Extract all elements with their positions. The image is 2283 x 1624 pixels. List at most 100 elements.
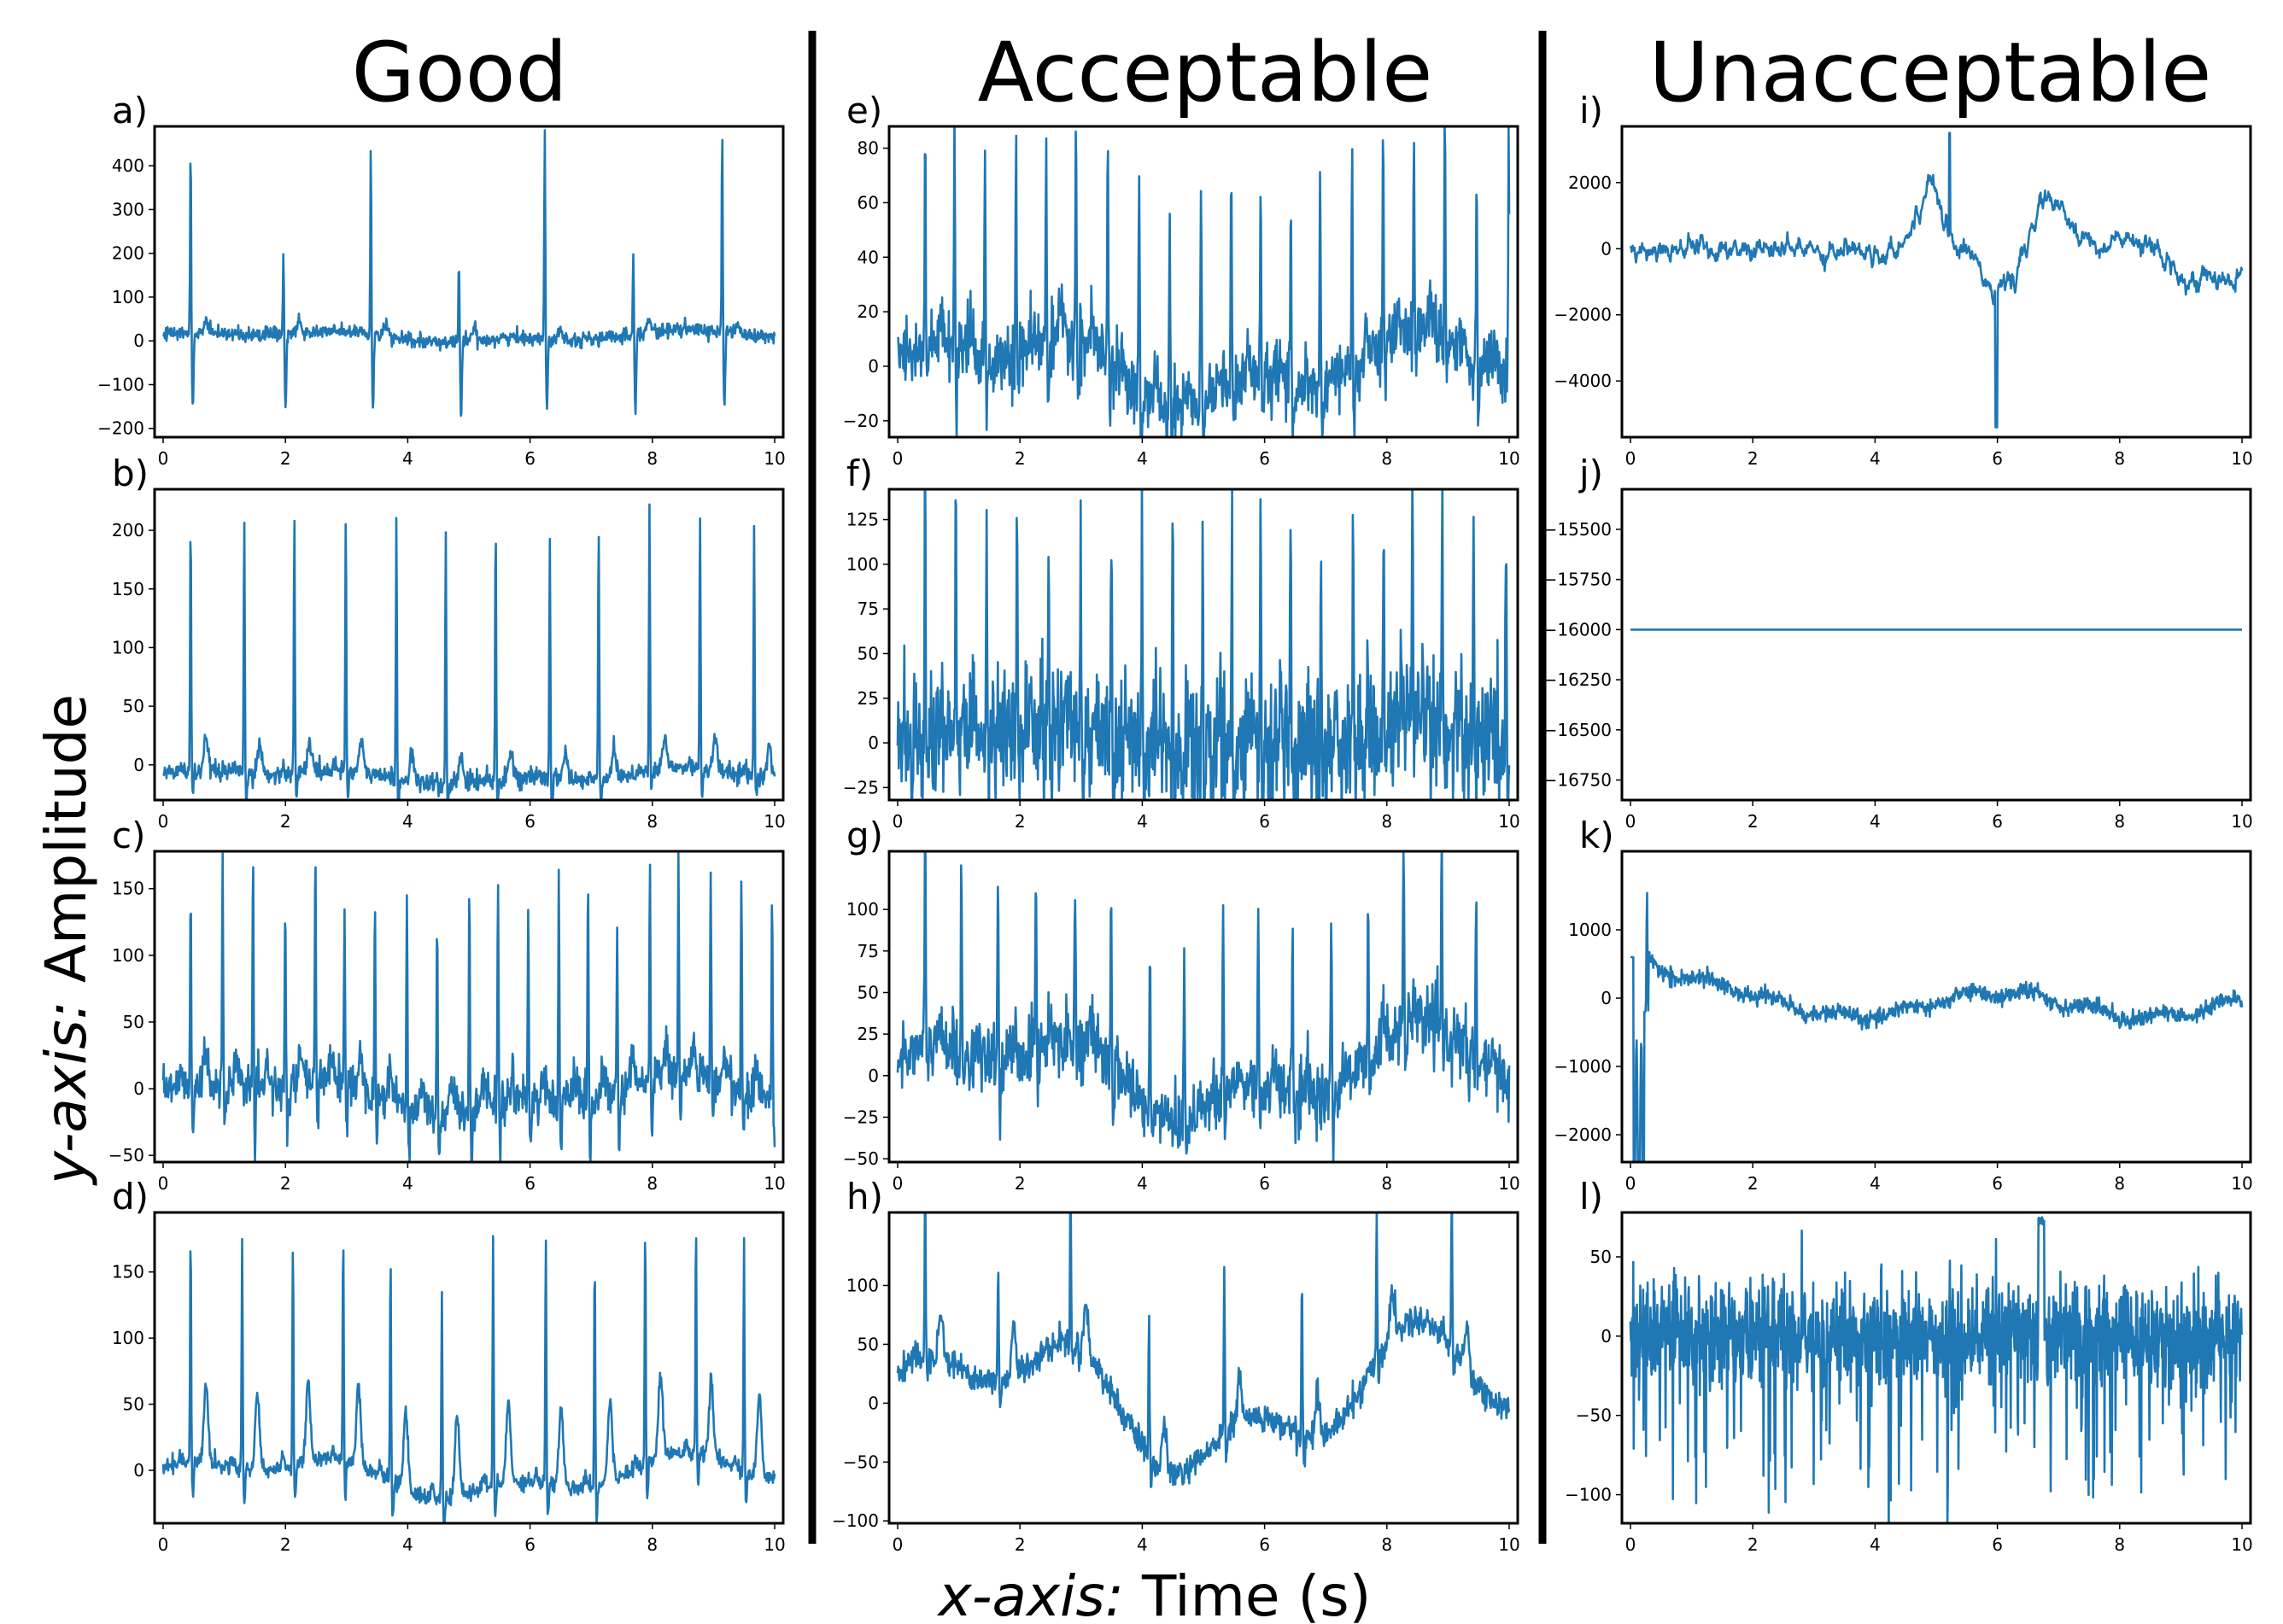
y-tick-label-c: 50 (123, 1012, 144, 1032)
x-tick-label-c: 6 (524, 1173, 536, 1194)
panel-frame-l (1620, 1211, 2252, 1525)
x-tick-label-d: 8 (647, 1534, 658, 1555)
x-tick-label-l: 8 (2114, 1534, 2125, 1555)
series-line-f (896, 489, 1511, 800)
y-tick-label-a: 400 (112, 155, 144, 176)
y-tick-label-h: 100 (846, 1275, 879, 1295)
x-tick-label-i: 0 (1625, 448, 1636, 469)
x-tick-label-e: 10 (1498, 448, 1519, 469)
y-tick-label-g: −50 (843, 1148, 879, 1169)
x-tick-label-j: 8 (2114, 811, 2125, 832)
x-tick-label-d: 0 (158, 1534, 169, 1555)
y-tick-label-d: 100 (112, 1328, 144, 1348)
y-tick-label-f: 50 (858, 643, 879, 663)
x-tick-label-d: 4 (402, 1534, 413, 1555)
x-tick-label-e: 0 (893, 448, 904, 469)
x-tick-label-a: 4 (402, 448, 413, 469)
x-tick-label-j: 0 (1625, 811, 1636, 832)
x-tick-label-b: 4 (402, 811, 413, 832)
y-tick-label-f: −25 (843, 777, 879, 797)
panel-frame-c (153, 850, 785, 1164)
x-tick-label-l: 10 (2231, 1534, 2252, 1555)
x-tick-label-k: 8 (2114, 1173, 2125, 1194)
series-line-c (161, 851, 776, 1162)
series-line-k (1630, 891, 2244, 1162)
y-tick-label-a: 0 (133, 330, 144, 351)
x-tick-label-j: 4 (1870, 811, 1881, 832)
y-tick-label-d: 150 (112, 1262, 144, 1282)
x-tick-label-l: 6 (1992, 1534, 2003, 1555)
column-title-good: Good (352, 25, 568, 120)
x-tick-label-c: 2 (280, 1173, 291, 1194)
y-tick-label-l: −50 (1576, 1405, 1612, 1426)
panel-frame-k (1620, 850, 2252, 1164)
x-tick-label-i: 10 (2231, 448, 2252, 469)
y-tick-label-b: 100 (112, 637, 144, 657)
series-line-l (1629, 1216, 2244, 1523)
panel-g: g) 0 2 4 6 8 10 −50 −25 0 25 50 75 100 (843, 815, 1520, 1194)
series-line-g (896, 851, 1511, 1162)
series-line-b (162, 503, 776, 800)
panel-frame-e (887, 125, 1519, 439)
x-tick-label-k: 4 (1870, 1173, 1881, 1194)
x-tick-label-h: 6 (1259, 1534, 1270, 1555)
y-tick-label-g: 0 (868, 1066, 879, 1086)
x-axis-label-space (1124, 1563, 1142, 1624)
x-tick-label-a: 8 (647, 448, 658, 469)
panel-label-l: l) (1579, 1176, 1603, 1218)
x-tick-label-h: 2 (1015, 1534, 1026, 1555)
y-tick-label-g: 25 (858, 1024, 879, 1044)
x-tick-label-e: 4 (1137, 448, 1148, 469)
panel-label-e: e) (846, 90, 882, 131)
y-tick-label-h: 0 (868, 1393, 879, 1413)
x-tick-label-d: 10 (764, 1534, 785, 1555)
panel-k: k) 0 2 4 6 8 10 −2000 −1000 0 1000 (1554, 815, 2252, 1194)
x-tick-label-i: 6 (1992, 448, 2003, 469)
x-tick-label-g: 4 (1137, 1173, 1148, 1194)
y-tick-label-i: −2000 (1554, 305, 1612, 325)
x-tick-label-g: 10 (1498, 1173, 1519, 1194)
panel-frame-f (887, 488, 1519, 802)
x-tick-label-a: 10 (764, 448, 785, 469)
series-line-a (161, 129, 776, 418)
y-tick-label-b: 200 (112, 520, 144, 540)
y-tick-label-k: −2000 (1554, 1125, 1612, 1145)
y-tick-label-a: 300 (112, 199, 144, 219)
y-tick-label-a: −100 (97, 374, 144, 394)
y-tick-label-j: −16250 (1543, 669, 1612, 690)
x-tick-label-l: 0 (1625, 1534, 1636, 1555)
y-tick-label-f: 100 (846, 554, 879, 575)
y-tick-label-b: 0 (133, 755, 144, 775)
y-tick-label-d: 0 (133, 1460, 144, 1481)
panel-frame-g (887, 850, 1519, 1164)
y-axis-label-italic: y-axis: (33, 1001, 99, 1186)
x-tick-label-a: 2 (280, 448, 291, 469)
x-tick-label-f: 2 (1015, 811, 1026, 832)
y-tick-label-i: −4000 (1554, 371, 1612, 391)
panel-frame-j (1620, 488, 2252, 802)
y-tick-label-e: 0 (868, 356, 879, 377)
x-tick-label-j: 10 (2231, 811, 2252, 832)
x-tick-label-e: 8 (1381, 448, 1392, 469)
panel-label-c: c) (112, 815, 145, 856)
y-tick-label-j: −15500 (1543, 519, 1612, 540)
y-tick-label-c: 100 (112, 945, 144, 966)
series-line-e (896, 126, 1511, 437)
y-tick-label-a: 100 (112, 287, 144, 307)
y-tick-label-k: 1000 (1568, 920, 1612, 940)
x-tick-label-a: 6 (524, 448, 536, 469)
y-tick-label-c: 150 (112, 879, 144, 899)
series-line-h (896, 1212, 1511, 1488)
x-tick-label-h: 8 (1381, 1534, 1392, 1555)
y-tick-label-c: 0 (133, 1078, 144, 1099)
x-tick-label-l: 2 (1747, 1534, 1759, 1555)
x-tick-label-g: 6 (1259, 1173, 1270, 1194)
y-tick-label-j: −16500 (1543, 720, 1612, 740)
panel-i: i) 0 2 4 6 8 10 −4000 −2000 0 2000 (1554, 90, 2252, 469)
y-tick-label-b: 150 (112, 579, 144, 599)
y-tick-label-e: 60 (858, 192, 879, 213)
y-tick-label-d: 50 (123, 1394, 144, 1415)
